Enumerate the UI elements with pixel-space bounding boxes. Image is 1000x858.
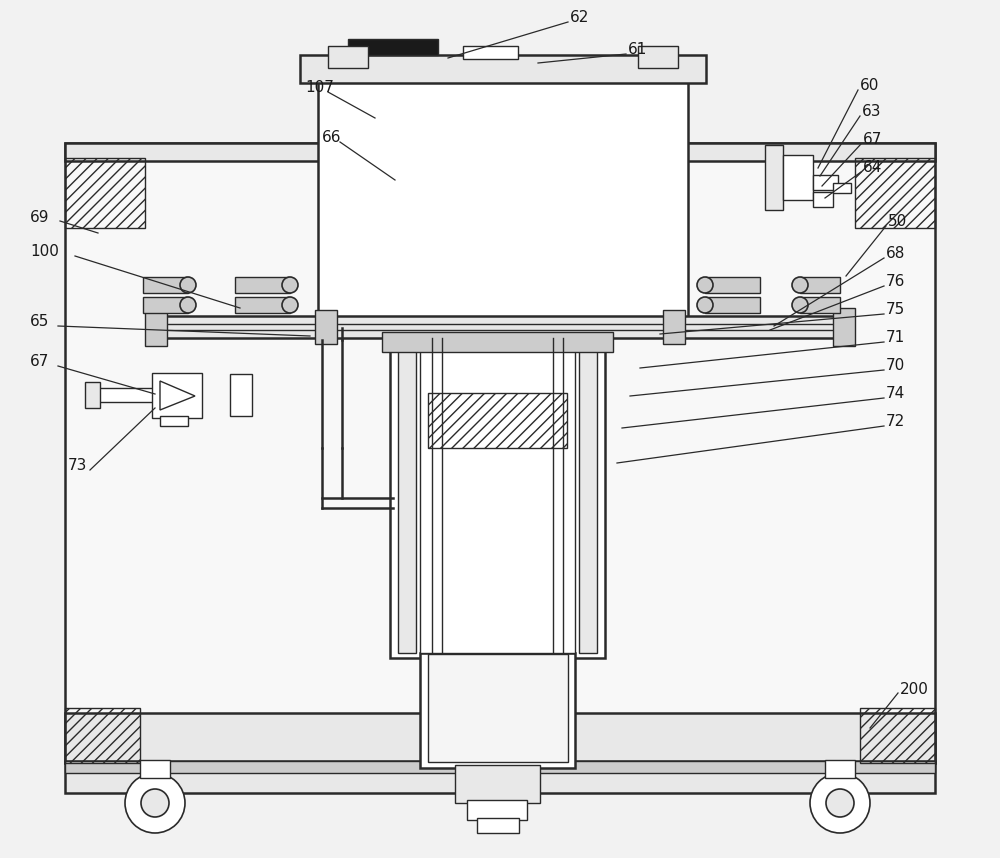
Circle shape (697, 297, 713, 313)
Bar (420, 653, 575, 768)
Text: 60: 60 (860, 78, 879, 94)
Circle shape (282, 277, 298, 293)
Text: 72: 72 (886, 414, 905, 430)
Bar (143, 277, 188, 293)
Circle shape (282, 297, 298, 313)
Bar (318, 63, 688, 328)
Text: 74: 74 (886, 386, 905, 402)
Text: 100: 100 (30, 245, 59, 259)
Circle shape (810, 773, 870, 833)
Bar (95, 388, 155, 402)
Bar (428, 393, 567, 448)
Bar (382, 332, 613, 352)
Bar (420, 338, 575, 653)
Text: 63: 63 (862, 105, 882, 119)
Bar (143, 297, 188, 313)
Circle shape (141, 789, 169, 817)
Bar (152, 373, 202, 418)
Text: 61: 61 (628, 43, 647, 57)
Bar (328, 46, 368, 68)
Circle shape (180, 277, 196, 293)
Text: 76: 76 (886, 275, 905, 289)
Circle shape (826, 789, 854, 817)
Bar (235, 297, 290, 313)
Text: 50: 50 (888, 214, 907, 229)
Text: 70: 70 (886, 359, 905, 373)
Bar (813, 192, 833, 207)
Bar (467, 800, 527, 820)
Bar (477, 818, 519, 833)
Bar (65, 708, 140, 763)
Bar (800, 297, 840, 313)
Text: 62: 62 (570, 10, 589, 26)
Bar (455, 765, 540, 803)
Bar (833, 183, 851, 193)
Bar (160, 416, 188, 426)
Bar (800, 277, 840, 293)
Bar (398, 343, 416, 653)
Bar (579, 343, 597, 653)
Text: 68: 68 (886, 246, 905, 262)
Circle shape (697, 277, 713, 293)
Bar (390, 338, 605, 658)
Polygon shape (160, 381, 195, 410)
Bar (705, 297, 760, 313)
Text: 75: 75 (886, 303, 905, 317)
Bar (855, 158, 935, 228)
Bar (65, 143, 935, 763)
Bar (145, 308, 167, 346)
Bar (300, 55, 706, 83)
Bar (833, 308, 855, 346)
Bar (705, 277, 760, 293)
Bar (85, 382, 100, 408)
Bar (160, 316, 840, 338)
Text: 65: 65 (30, 315, 49, 329)
Bar (140, 760, 170, 778)
Circle shape (792, 297, 808, 313)
Bar (65, 713, 935, 763)
Circle shape (125, 773, 185, 833)
Bar (813, 175, 838, 190)
Text: 71: 71 (886, 330, 905, 346)
Bar (765, 145, 783, 210)
Bar (65, 761, 935, 793)
Bar (783, 155, 813, 200)
Bar (235, 277, 290, 293)
Text: 107: 107 (305, 81, 334, 95)
Circle shape (180, 297, 196, 313)
Text: 64: 64 (863, 160, 882, 176)
Bar (65, 158, 145, 228)
Text: 200: 200 (900, 682, 929, 698)
Bar (428, 654, 568, 762)
Bar (230, 374, 252, 416)
Text: 67: 67 (30, 354, 49, 370)
Text: 66: 66 (322, 130, 342, 146)
Bar (860, 708, 935, 763)
Bar (348, 39, 438, 55)
Text: 69: 69 (30, 210, 50, 226)
Text: 73: 73 (68, 458, 87, 474)
Bar (663, 310, 685, 344)
Bar (638, 46, 678, 68)
Bar (463, 46, 518, 59)
Bar (825, 760, 855, 778)
Bar (315, 310, 337, 344)
Bar (65, 761, 935, 773)
Text: 67: 67 (863, 132, 882, 148)
Bar (65, 143, 935, 161)
Circle shape (792, 277, 808, 293)
